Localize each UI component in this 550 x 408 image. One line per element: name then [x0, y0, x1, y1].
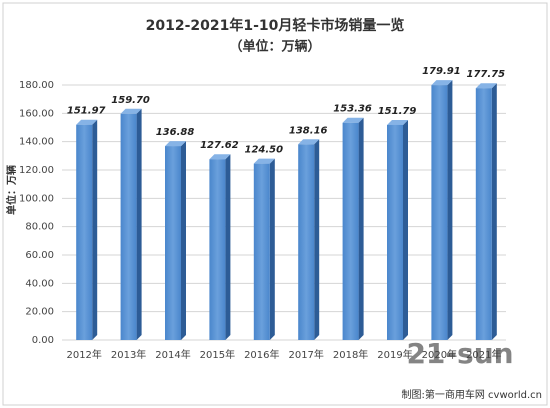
- bar-top: [165, 141, 186, 147]
- x-tick-label: 2016年: [244, 348, 279, 361]
- value-label: 138.16: [289, 125, 328, 136]
- bar-top: [298, 139, 320, 145]
- x-tick-label: 2017年: [288, 348, 323, 361]
- value-label: 159.70: [111, 95, 150, 106]
- source: 制图:第一商用车网 cvworld.cn: [401, 388, 542, 401]
- value-label: 153.36: [333, 104, 372, 115]
- value-label: 151.97: [67, 106, 106, 117]
- chart-subtitle: （单位：万辆）: [229, 39, 320, 55]
- y-tick-label: 80.00: [25, 222, 54, 233]
- y-tick-label: 100.00: [19, 193, 54, 204]
- x-tick-label: 2013年: [111, 348, 146, 361]
- bar-side: [269, 158, 275, 340]
- bar: [209, 159, 226, 340]
- y-tick-label: 140.00: [19, 137, 54, 148]
- bar-side: [403, 119, 408, 340]
- bar-top: [120, 108, 142, 114]
- bar-side: [92, 119, 98, 340]
- bar-top: [209, 154, 231, 160]
- x-tick-label: 2020年: [422, 348, 457, 361]
- value-label: 136.88: [156, 127, 195, 138]
- x-tick-label: 2014年: [155, 348, 190, 361]
- bar: [475, 88, 492, 340]
- bar-top: [253, 158, 275, 164]
- bar-top: [475, 83, 497, 89]
- bar: [76, 124, 93, 340]
- bar: [431, 85, 448, 340]
- bar: [120, 113, 137, 340]
- bar-side: [181, 141, 186, 340]
- y-tick-label: 20.00: [25, 307, 54, 318]
- y-tick-label: 160.00: [19, 108, 54, 119]
- bar: [253, 163, 270, 340]
- x-tick-label: 2015年: [200, 348, 235, 361]
- value-label: 179.91: [422, 66, 461, 77]
- x-tick-label: 2018年: [333, 348, 368, 361]
- watermark: 21-sun: [406, 337, 513, 370]
- bar: [298, 144, 315, 340]
- bar: [387, 124, 403, 340]
- y-tick-label: 40.00: [25, 278, 54, 289]
- x-tick-label: 2019年: [377, 348, 412, 361]
- bar-top: [431, 80, 453, 86]
- y-tick-label: 0.00: [32, 335, 54, 346]
- bar-side: [225, 154, 231, 340]
- bar-top: [342, 117, 364, 123]
- y-tick-label: 60.00: [25, 250, 54, 261]
- x-tick-label: 2012年: [66, 348, 101, 361]
- y-tick-label: 180.00: [19, 80, 54, 91]
- bar: [342, 122, 359, 341]
- bar: [165, 146, 181, 340]
- bar-side: [136, 108, 142, 340]
- bar-top: [76, 119, 98, 125]
- value-label: 177.75: [467, 69, 506, 80]
- y-axis-label: 单位：万辆: [5, 165, 18, 215]
- value-label: 127.62: [200, 140, 239, 151]
- bar-top: [387, 119, 408, 125]
- bar-side: [314, 139, 320, 340]
- bar-side: [358, 117, 364, 341]
- x-tick-label: 2021年: [466, 348, 501, 361]
- y-tick-label: 120.00: [19, 165, 54, 176]
- bar-side: [491, 83, 497, 340]
- value-label: 151.79: [378, 106, 417, 117]
- bar-side: [447, 80, 453, 340]
- chart-title: 2012-2021年1-10月轻卡市场销量一览: [146, 17, 405, 34]
- value-label: 124.50: [245, 145, 284, 156]
